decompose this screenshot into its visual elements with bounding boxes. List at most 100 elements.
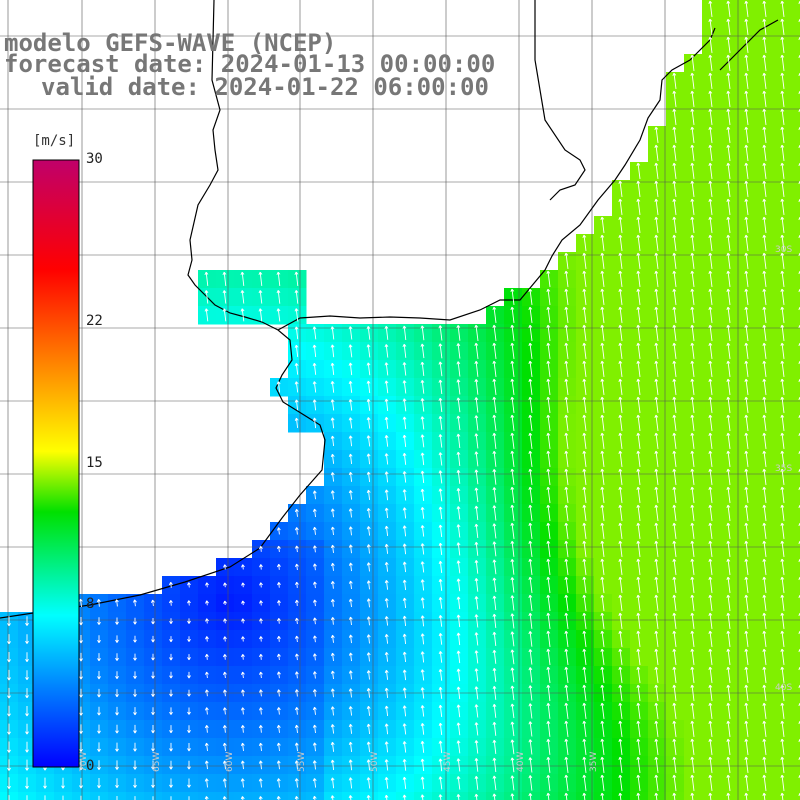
wind-vectors xyxy=(7,0,800,800)
wind-arrow xyxy=(690,126,695,143)
wind-arrow xyxy=(708,18,713,35)
wind-arrow xyxy=(636,756,641,773)
wind-arrow xyxy=(133,635,137,643)
wind-arrow xyxy=(654,594,659,611)
wind-arrow xyxy=(402,325,407,341)
field-cell xyxy=(792,252,800,271)
wind-arrow xyxy=(348,741,353,752)
wind-arrow xyxy=(312,545,317,553)
wind-arrow xyxy=(708,288,713,305)
wind-arrow xyxy=(726,612,731,629)
wind-arrow xyxy=(726,630,731,647)
wind-arrow xyxy=(510,378,515,395)
wind-arrow xyxy=(80,795,82,800)
wind-arrow xyxy=(169,636,173,643)
wind-arrow xyxy=(708,162,713,179)
wind-arrow xyxy=(276,290,281,304)
wind-arrow xyxy=(150,599,155,607)
wind-arrow xyxy=(114,599,119,607)
wind-arrow xyxy=(474,775,479,790)
wind-arrow xyxy=(294,581,299,588)
wind-arrow xyxy=(726,234,731,251)
wind-arrow xyxy=(582,540,587,557)
wind-arrow xyxy=(726,54,731,71)
wind-arrow xyxy=(294,689,299,697)
wind-arrow xyxy=(528,775,533,791)
wind-arrow xyxy=(672,72,677,89)
wind-arrow xyxy=(600,504,605,521)
wind-arrow xyxy=(600,666,605,683)
wind-arrow xyxy=(744,792,749,800)
field-cell xyxy=(792,774,800,793)
wind-arrow xyxy=(276,635,281,642)
wind-arrow xyxy=(510,414,515,431)
wind-arrow xyxy=(600,270,605,287)
wind-arrow xyxy=(240,689,245,697)
wind-arrow xyxy=(384,489,389,501)
wind-arrow xyxy=(366,326,371,340)
wind-arrow xyxy=(438,686,443,699)
wind-arrow xyxy=(7,669,11,681)
wind-arrow xyxy=(744,630,749,647)
wind-arrow xyxy=(744,288,749,305)
wind-arrow xyxy=(690,252,695,269)
wind-arrow xyxy=(618,342,623,359)
wind-arrow xyxy=(672,648,677,665)
wind-arrow xyxy=(690,450,695,467)
wind-arrow xyxy=(7,705,11,717)
wind-arrow xyxy=(672,90,677,107)
wind-arrow xyxy=(636,414,641,431)
wind-arrow xyxy=(762,0,767,17)
wind-arrow xyxy=(187,654,191,661)
wind-arrow xyxy=(169,725,173,734)
wind-arrow xyxy=(456,361,461,377)
wind-arrow xyxy=(312,581,317,589)
wind-arrow xyxy=(564,360,569,377)
wind-arrow xyxy=(366,580,371,590)
wind-arrow xyxy=(762,162,767,179)
wind-arrow xyxy=(600,252,605,269)
wind-arrow xyxy=(726,288,731,305)
wind-arrow xyxy=(672,558,677,575)
wind-arrow xyxy=(456,325,461,341)
wind-arrow xyxy=(744,396,749,413)
wind-arrow xyxy=(384,741,389,753)
wind-arrow xyxy=(762,576,767,593)
wind-arrow xyxy=(762,684,767,701)
wind-arrow xyxy=(205,618,209,624)
wind-arrow xyxy=(62,795,64,800)
wind-arrow xyxy=(636,432,641,449)
wind-arrow xyxy=(187,600,191,606)
wind-arrow xyxy=(744,252,749,269)
wind-arrow xyxy=(204,725,209,733)
field-cell xyxy=(198,792,217,800)
wind-arrow xyxy=(582,396,587,413)
wind-arrow xyxy=(780,0,785,17)
field-cell xyxy=(180,792,199,800)
wind-arrow xyxy=(402,687,407,699)
wind-arrow xyxy=(708,432,713,449)
wind-arrow xyxy=(151,742,155,752)
wind-arrow xyxy=(726,756,731,773)
wind-arrow xyxy=(726,486,731,503)
wind-arrow xyxy=(474,433,479,449)
wind-arrow xyxy=(528,342,533,359)
wind-arrow xyxy=(492,342,497,359)
wind-arrow xyxy=(420,452,425,466)
field-cell xyxy=(702,792,721,800)
wind-arrow xyxy=(7,634,11,645)
wind-arrow xyxy=(277,582,281,588)
wind-arrow xyxy=(456,560,461,574)
wind-arrow xyxy=(564,720,569,737)
wind-arrow xyxy=(762,756,767,773)
wind-arrow xyxy=(492,685,497,700)
wind-arrow xyxy=(384,471,389,483)
wind-arrow xyxy=(456,596,461,610)
wind-arrow xyxy=(744,108,749,125)
wind-arrow xyxy=(276,760,281,770)
wind-arrow xyxy=(780,378,785,395)
wind-arrow xyxy=(600,414,605,431)
wind-arrow xyxy=(726,558,731,575)
wind-arrow xyxy=(636,702,641,719)
wind-arrow xyxy=(690,558,695,575)
